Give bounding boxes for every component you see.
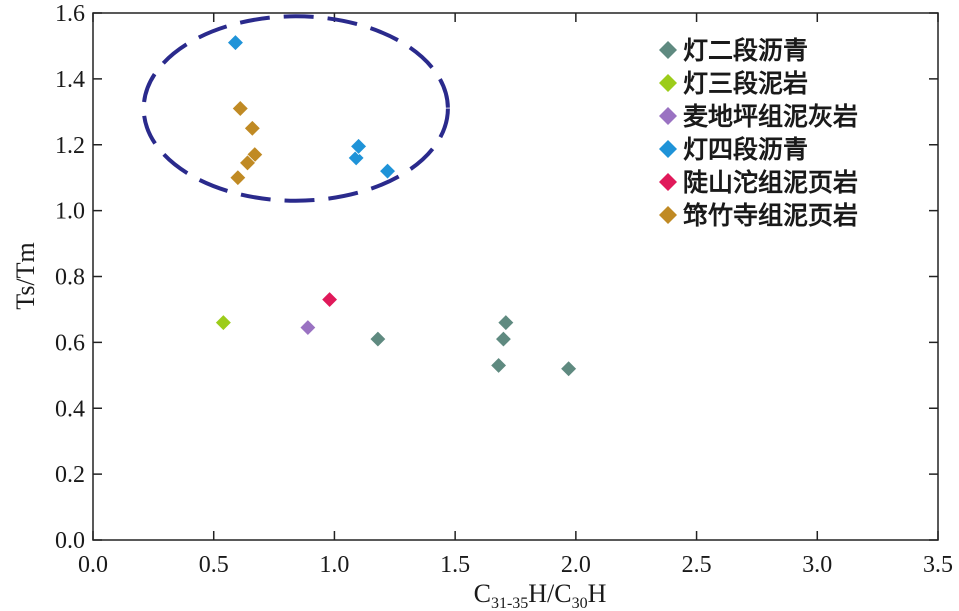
legend-label: 灯四段沥青: [683, 135, 808, 164]
y-axis-title: Ts/Tm: [11, 242, 40, 310]
legend-label: 灯三段泥岩: [683, 69, 808, 98]
y-tick-label: 1.0: [55, 199, 85, 225]
legend-marker: [659, 41, 677, 59]
x-axis-title-part: C: [474, 579, 491, 608]
x-axis-title-subscript: 30: [572, 595, 588, 611]
y-tick-label: 1.4: [55, 67, 85, 93]
data-point: [243, 119, 261, 137]
x-axis-title-part: H: [588, 579, 607, 608]
y-tick-label: 0.0: [55, 528, 85, 554]
legend-marker: [659, 206, 677, 224]
x-axis-title-part: H/C: [528, 579, 571, 608]
data-point: [497, 314, 515, 332]
plot-frame: [92, 12, 939, 541]
legend-marker: [659, 173, 677, 191]
legend-label: 灯二段沥青: [683, 36, 808, 65]
y-axis: 0.0 0.2 0.4 0.6 0.8 1.0 1.2 1.4 1.6: [55, 1, 938, 554]
y-tick-label: 0.6: [55, 330, 85, 356]
data-point: [231, 99, 249, 118]
y-tick-label: 0.8: [55, 265, 85, 291]
x-tick-label: 1.0: [319, 552, 349, 578]
legend-label: 陡山沱组泥页岩: [683, 168, 858, 197]
x-tick-label: 1.5: [440, 552, 470, 578]
data-point: [229, 169, 247, 187]
legend-label: 筇竹寺组泥页岩: [683, 201, 858, 230]
data-point: [350, 137, 368, 155]
y-tick-label: 1.6: [55, 1, 85, 27]
data-point: [494, 330, 512, 348]
x-tick-label: 3.5: [923, 552, 953, 578]
data-point: [369, 330, 387, 348]
data-point: [299, 318, 317, 337]
x-axis: 0.0 0.5 1.0 1.5 2.0 2.5 3.0 3.5: [78, 13, 953, 578]
x-axis-title-subscript: 31-35: [491, 595, 528, 611]
x-tick-label: 2.5: [682, 552, 712, 578]
x-tick-label: 2.0: [561, 552, 591, 578]
data-point: [214, 314, 232, 332]
highlight-ellipse: [141, 14, 450, 203]
data-point: [560, 360, 578, 378]
data-points: [214, 34, 578, 378]
data-point: [378, 162, 397, 180]
x-tick-label: 0.5: [199, 552, 229, 578]
data-point: [238, 154, 257, 172]
x-tick-label: 0.0: [78, 552, 108, 578]
legend-label: 麦地坪组泥灰岩: [683, 102, 858, 131]
legend-marker: [659, 107, 677, 125]
x-tick-label: 3.0: [802, 552, 832, 578]
data-point: [226, 34, 245, 52]
x-axis-title: C31-35H/C30H: [474, 579, 607, 611]
data-point: [321, 290, 339, 309]
y-tick-label: 1.2: [55, 133, 85, 159]
y-tick-label: 0.2: [55, 462, 85, 488]
legend-marker: [659, 140, 677, 158]
data-point: [347, 149, 365, 167]
legend-marker: [659, 74, 677, 92]
data-point: [490, 356, 508, 374]
y-tick-label: 0.4: [55, 396, 85, 422]
annotation-layer: [141, 14, 450, 203]
